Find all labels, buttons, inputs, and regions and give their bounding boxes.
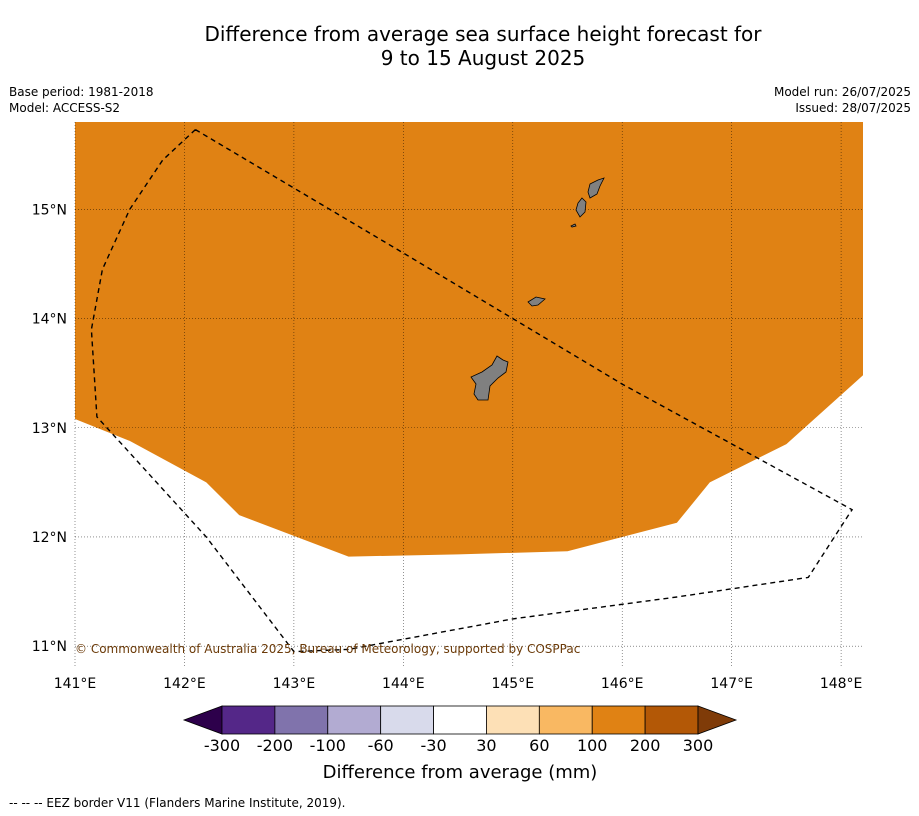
colorbar-tick-label: 30 (476, 736, 496, 755)
issued-date: Issued: 28/07/2025 (795, 101, 911, 115)
island-tinian (575, 197, 587, 218)
model-name: Model: ACCESS-S2 (9, 101, 121, 115)
x-tick-label: 148°E (820, 676, 863, 692)
colorbar-segment (380, 705, 434, 735)
colorbar-tick-label: -300 (204, 736, 240, 755)
colorbar (182, 705, 738, 735)
base-period: Base period: 1981-2018 (9, 85, 154, 99)
colorbar-tick-label: 100 (577, 736, 608, 755)
colorbar-segment (327, 705, 382, 735)
colorbar-tick-label: 60 (529, 736, 549, 755)
band-2 (75, 122, 863, 557)
colorbar-segment (433, 705, 487, 735)
chart-title: Difference from average sea surface heig… (0, 22, 919, 70)
colorbar-tick-label: -200 (257, 736, 293, 755)
colorbar-segment (591, 705, 646, 735)
x-tick-label: 141°E (54, 676, 97, 692)
colorbar-tick-label: 200 (630, 736, 661, 755)
meta-right: Model run: 26/07/2025 Issued: 28/07/2025 (774, 84, 911, 116)
x-tick-labels: 141°E 142°E 143°E 144°E 145°E 146°E 147°E 148°E (54, 676, 863, 692)
colorbar-extend-low (182, 705, 223, 735)
colorbar-segment (486, 705, 540, 735)
colorbar-segment (221, 705, 276, 735)
colorbar-segment (644, 705, 699, 735)
eez-footnote: -- -- -- EEZ border V11 (Flanders Marine… (9, 796, 346, 810)
island-saipan (587, 177, 605, 199)
y-tick-label: 14°N (32, 312, 67, 328)
colorbar-label: Difference from average (mm) (323, 762, 598, 783)
y-tick-label: 11°N (32, 639, 67, 655)
x-tick-label: 144°E (382, 676, 425, 692)
colorbar-tick-label: -100 (310, 736, 346, 755)
x-tick-label: 145°E (491, 676, 534, 692)
title-line-2: 9 to 15 August 2025 (380, 46, 586, 70)
colorbar-tick-labels: -300 -200 -100 -60 -30 30 60 100 200 300 (204, 736, 713, 755)
y-tick-label: 13°N (32, 421, 67, 437)
colorbar-tick-label: -30 (420, 736, 446, 755)
y-tick-labels: 11°N 12°N 13°N 14°N 15°N (32, 202, 67, 655)
y-tick-label: 12°N (32, 530, 67, 546)
colorbar-segment (274, 705, 329, 735)
colorbar-tick-label: -60 (368, 736, 394, 755)
island-guam (470, 355, 509, 401)
colorbar-extend-high (697, 705, 738, 735)
colorbar-segment (538, 705, 593, 735)
x-tick-label: 142°E (163, 676, 206, 692)
meta-left: Base period: 1981-2018 Model: ACCESS-S2 (9, 84, 154, 116)
x-tick-label: 147°E (710, 676, 753, 692)
contour-bands (75, 122, 863, 557)
eez-border (90, 128, 854, 653)
x-tick-label: 146°E (601, 676, 644, 692)
island-aguijan (570, 223, 577, 228)
title-line-1: Difference from average sea surface heig… (204, 22, 762, 46)
grid-lines (74, 122, 863, 668)
island-rota (527, 296, 546, 307)
model-run: Model run: 26/07/2025 (773, 85, 911, 99)
copyright-text: © Commonwealth of Australia 2025, Bureau… (75, 642, 580, 656)
islands-group (470, 177, 605, 401)
y-tick-label: 15°N (32, 202, 67, 218)
x-tick-label: 143°E (273, 676, 316, 692)
colorbar-tick-label: 300 (683, 736, 714, 755)
